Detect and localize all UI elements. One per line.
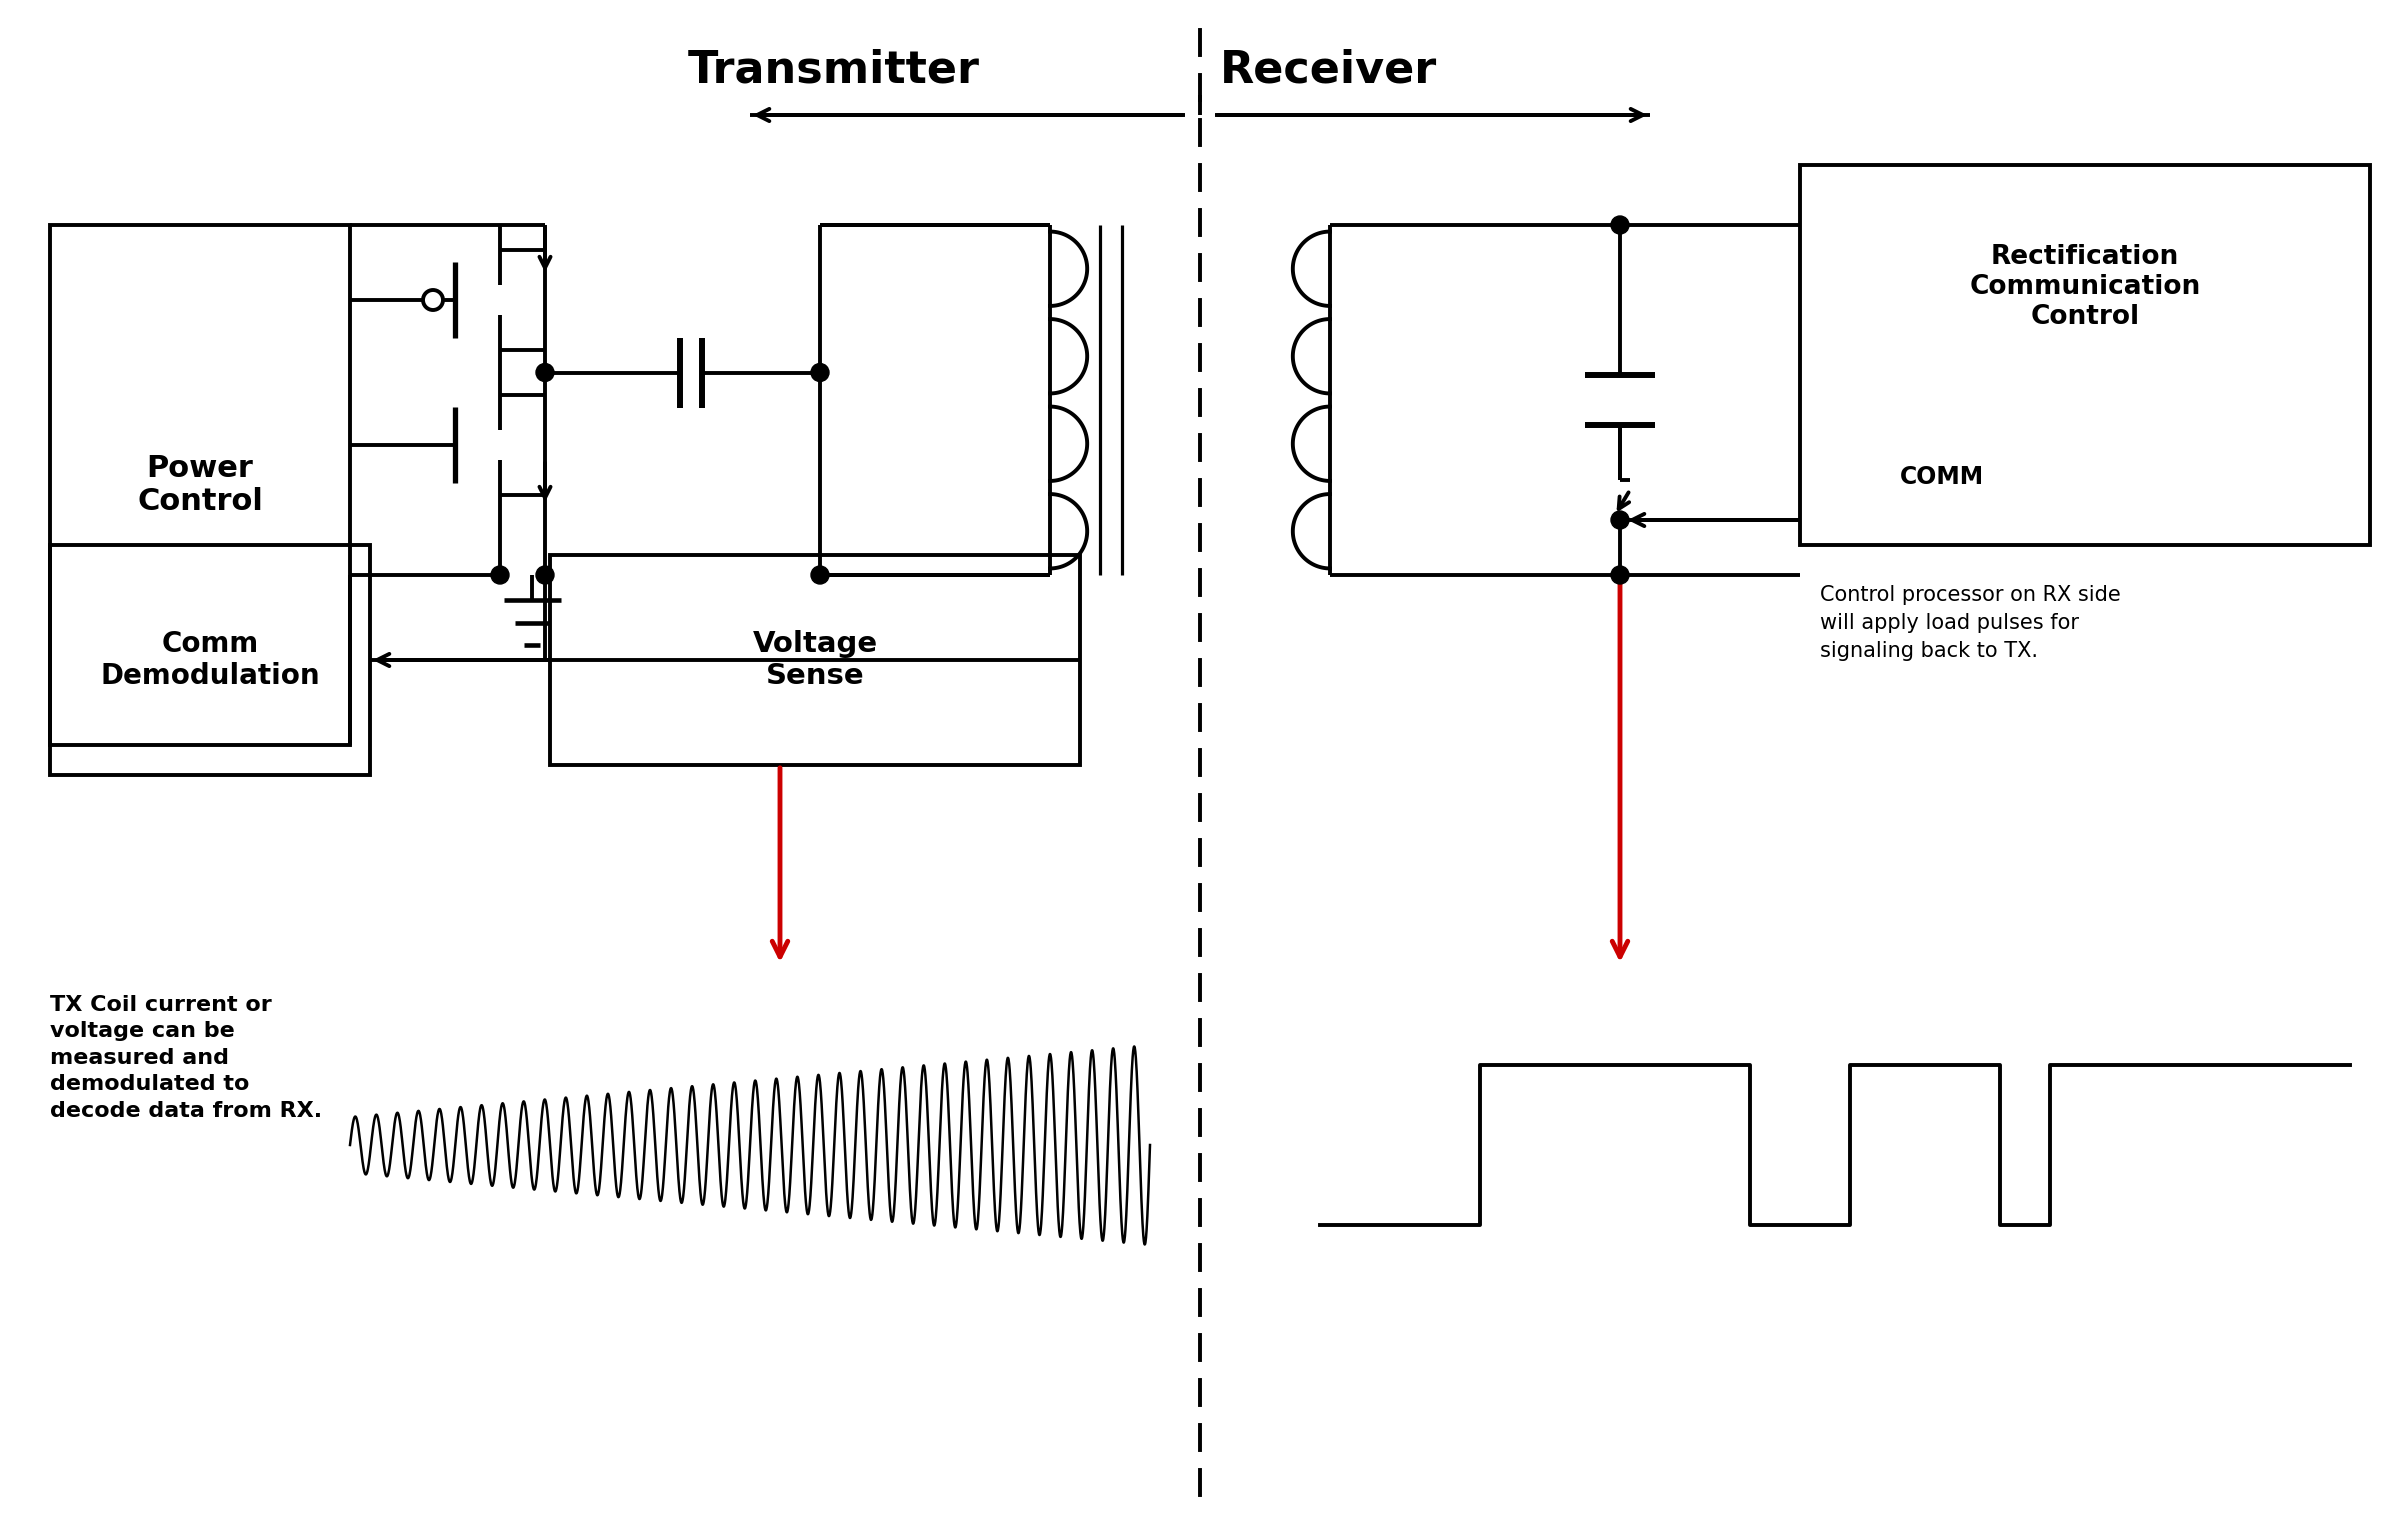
Text: Control processor on RX side
will apply load pulses for
signaling back to TX.: Control processor on RX side will apply … xyxy=(1819,586,2122,660)
Text: Power
Control: Power Control xyxy=(137,454,264,517)
Circle shape xyxy=(1610,511,1630,529)
Text: Rectification
Communication
Control: Rectification Communication Control xyxy=(1970,244,2201,329)
Bar xyxy=(1800,165,2371,544)
Text: Voltage
Sense: Voltage Sense xyxy=(754,630,878,691)
Circle shape xyxy=(535,363,554,381)
Bar xyxy=(50,226,350,746)
Text: Comm
Demodulation: Comm Demodulation xyxy=(101,630,319,691)
Circle shape xyxy=(492,566,509,584)
Circle shape xyxy=(535,566,554,584)
Text: TX Coil current or
voltage can be
measured and
demodulated to
decode data from R: TX Coil current or voltage can be measur… xyxy=(50,994,322,1121)
Circle shape xyxy=(1610,217,1630,233)
Text: Transmitter: Transmitter xyxy=(689,49,979,92)
Text: COMM: COMM xyxy=(1901,465,1985,488)
Bar xyxy=(550,555,1080,766)
Bar xyxy=(50,544,370,775)
Circle shape xyxy=(1610,566,1630,584)
Circle shape xyxy=(811,363,828,381)
Text: Receiver: Receiver xyxy=(1219,49,1438,92)
Circle shape xyxy=(811,566,828,584)
